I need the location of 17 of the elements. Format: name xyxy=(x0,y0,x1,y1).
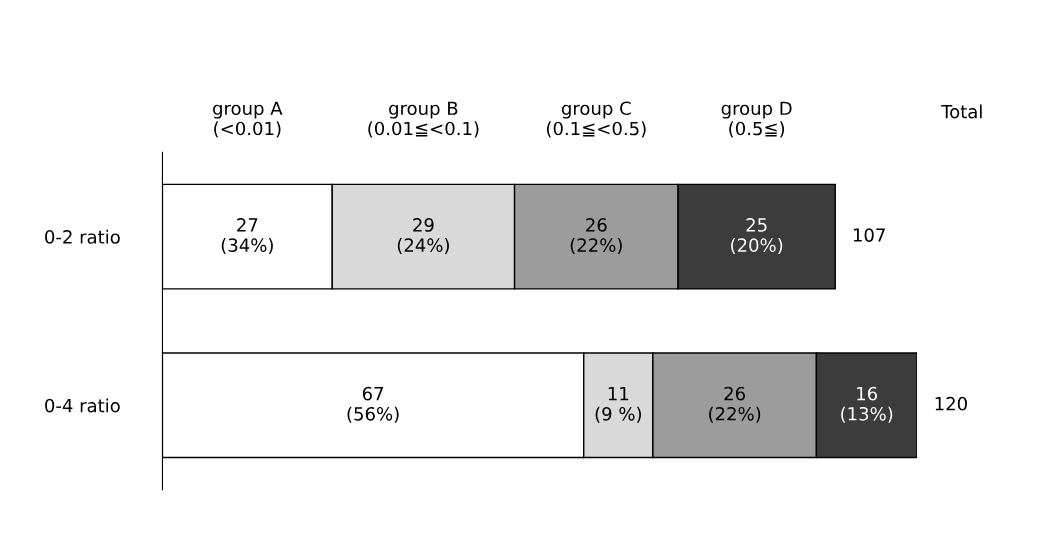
text: group C (0.1≦<0.5) xyxy=(546,101,646,138)
data-label: 27 (34%) xyxy=(221,218,273,255)
data-label: 16 (13%) xyxy=(841,386,893,423)
total-label: 120 xyxy=(935,396,967,411)
data-label: 67 (56%) xyxy=(347,386,399,423)
data-label: 29 (24%) xyxy=(397,218,449,255)
text: Total xyxy=(941,104,982,119)
data-label: 26 (22%) xyxy=(570,218,622,255)
text: group A (<0.01) xyxy=(213,101,283,138)
y-tick-label: 0-4 ratio xyxy=(45,398,120,413)
text: group B (0.01≦<0.1) xyxy=(368,101,479,138)
data-label: 25 (20%) xyxy=(731,218,783,255)
data-label: 26 (22%) xyxy=(709,386,761,423)
text: group D (0.5≦) xyxy=(721,101,792,138)
total-label: 107 xyxy=(853,228,885,242)
data-label: 11 (9 %) xyxy=(595,386,641,423)
y-tick-label: 0-2 ratio xyxy=(45,229,120,244)
